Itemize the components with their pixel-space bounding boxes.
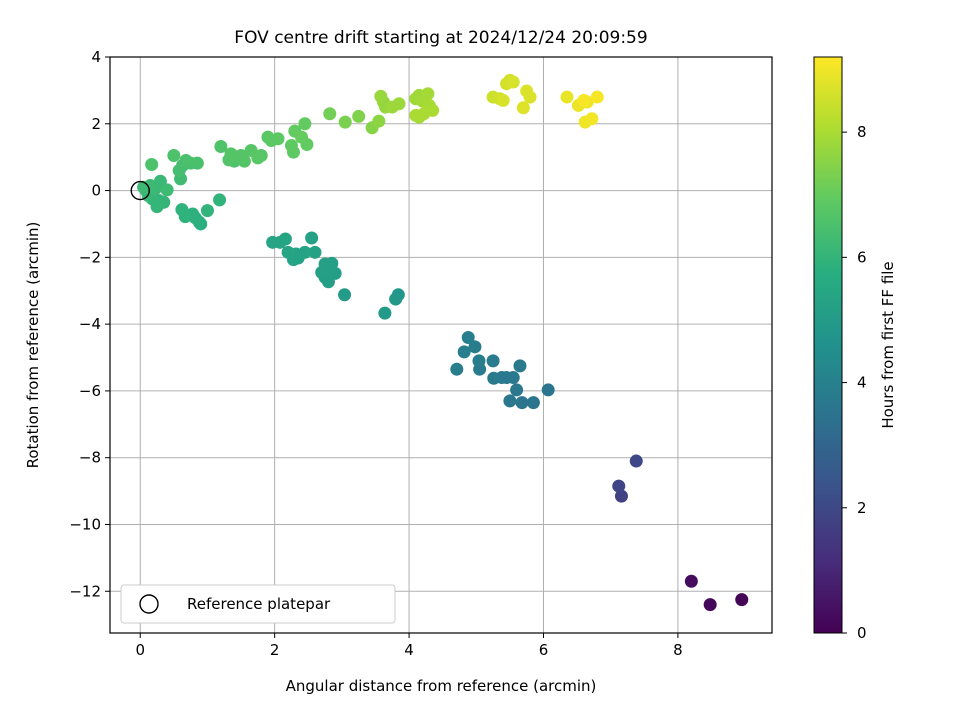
data-point <box>214 139 228 153</box>
data-point <box>560 90 574 104</box>
data-point <box>468 340 482 354</box>
x-tick-label: 0 <box>135 641 145 659</box>
data-point <box>266 235 280 249</box>
data-point <box>308 245 322 259</box>
colorbar-tick-label: 8 <box>857 123 867 141</box>
data-point <box>172 164 186 178</box>
data-point <box>323 107 337 121</box>
data-point <box>585 112 599 126</box>
y-axis-label: Rotation from reference (arcmin) <box>24 222 42 469</box>
data-point <box>281 245 295 259</box>
colorbar-tick-label: 6 <box>857 248 867 266</box>
x-tick-label: 8 <box>673 641 683 659</box>
data-point <box>251 151 265 165</box>
data-point <box>234 149 248 163</box>
data-point <box>318 257 332 271</box>
data-point <box>305 231 319 245</box>
data-point <box>513 359 527 373</box>
data-point <box>278 232 292 246</box>
reference-point-marker <box>130 180 150 201</box>
colorbar-tick-label: 0 <box>857 624 867 642</box>
data-point <box>421 87 435 101</box>
colorbar-tick-label: 4 <box>857 374 867 392</box>
data-point <box>145 158 159 172</box>
plot-frame <box>109 56 773 634</box>
legend-box <box>120 584 396 624</box>
data-point <box>224 147 238 161</box>
legend-label-reference: Reference platepar <box>187 595 331 613</box>
data-point <box>577 93 591 107</box>
data-point <box>160 183 174 197</box>
colorbar-label: Hours from first FF file <box>879 261 897 428</box>
data-point <box>352 109 366 123</box>
data-point <box>516 101 530 115</box>
data-point <box>338 115 352 129</box>
legend-marker-reference <box>139 594 159 614</box>
data-point <box>486 354 500 368</box>
legend: Reference platepar <box>120 584 396 624</box>
y-tick-label: −12 <box>69 582 101 600</box>
data-point <box>389 292 403 306</box>
data-points <box>137 73 749 612</box>
data-point <box>392 97 406 111</box>
axis-ticks: 0 2 4 6 8 −12 −10 −8 −6 −4 −2 0 2 4 <box>69 48 682 659</box>
data-point <box>200 204 214 218</box>
y-tick-label: 0 <box>91 182 101 200</box>
data-point <box>496 93 510 107</box>
data-point <box>510 383 524 397</box>
data-point <box>457 345 471 359</box>
y-tick-label: 2 <box>91 115 101 133</box>
data-point <box>450 362 464 376</box>
colorbar-tick-label: 2 <box>857 499 867 517</box>
x-tick-label: 4 <box>404 641 414 659</box>
y-tick-label: 4 <box>91 48 101 66</box>
data-point <box>190 156 204 170</box>
data-point <box>590 90 604 104</box>
x-axis-label: Angular distance from reference (arcmin) <box>286 677 597 695</box>
colorbar-ticks: 0 2 4 6 8 <box>842 123 867 642</box>
data-point <box>264 133 278 147</box>
data-point <box>286 145 300 159</box>
data-point <box>167 149 181 163</box>
y-tick-label: −8 <box>79 449 101 467</box>
data-point <box>523 90 537 104</box>
data-point <box>378 306 392 320</box>
colorbar-gradient <box>813 56 843 634</box>
data-point <box>461 330 475 344</box>
y-tick-label: −6 <box>79 382 101 400</box>
data-point <box>684 574 698 588</box>
data-point <box>703 598 717 612</box>
data-point <box>298 117 312 131</box>
data-point <box>179 154 193 168</box>
data-point <box>372 114 386 128</box>
data-point <box>629 454 643 468</box>
x-tick-label: 6 <box>539 641 549 659</box>
data-point <box>515 396 529 410</box>
data-point <box>175 203 189 217</box>
data-point <box>735 593 749 607</box>
data-point <box>487 371 501 385</box>
data-point <box>526 396 540 410</box>
y-tick-label: −10 <box>69 515 101 533</box>
chart-title: FOV centre drift starting at 2024/12/24 … <box>234 28 647 48</box>
data-point <box>409 108 423 122</box>
data-point <box>338 288 352 302</box>
data-point <box>612 479 626 493</box>
data-point <box>295 130 309 144</box>
data-point <box>374 89 388 103</box>
data-point <box>541 383 555 397</box>
data-point <box>213 193 227 207</box>
y-tick-label: −2 <box>79 248 101 266</box>
x-tick-label: 2 <box>270 641 280 659</box>
data-point <box>614 489 628 503</box>
data-point <box>472 354 486 368</box>
data-point <box>426 103 440 117</box>
colorbar: 0 2 4 6 8 Hours from first FF file <box>813 56 897 642</box>
data-point <box>506 75 520 89</box>
y-tick-label: −4 <box>79 315 101 333</box>
plot-area <box>110 57 772 633</box>
data-point <box>503 394 517 408</box>
